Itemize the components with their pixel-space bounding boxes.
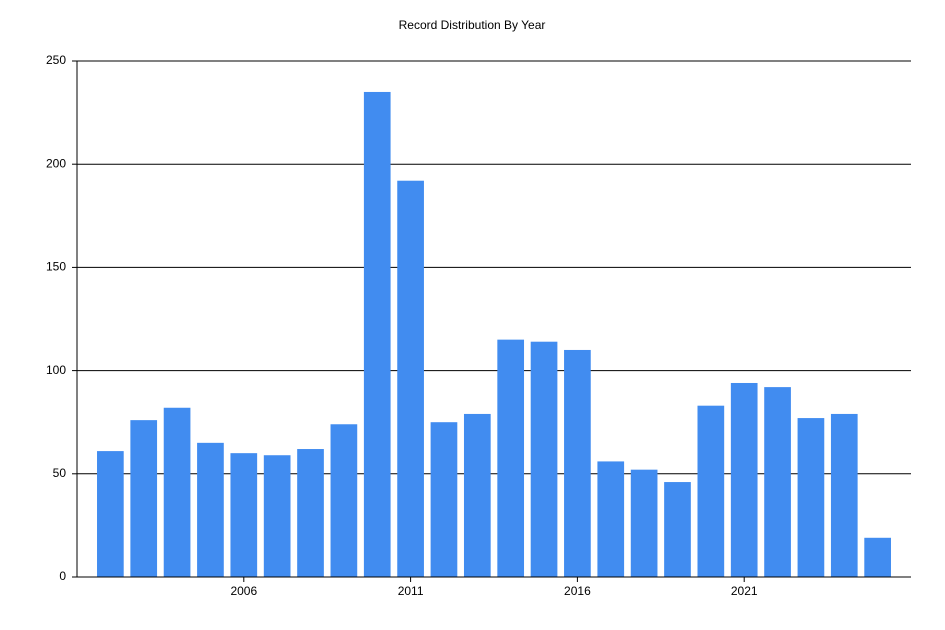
bar bbox=[664, 482, 691, 577]
bar bbox=[130, 420, 158, 577]
bar bbox=[430, 422, 458, 577]
bar bbox=[230, 453, 258, 577]
bar bbox=[597, 461, 625, 577]
bar bbox=[263, 455, 291, 577]
bar bbox=[330, 424, 358, 577]
y-tick-label: 100 bbox=[46, 363, 66, 377]
x-tick-label: 2011 bbox=[398, 584, 424, 598]
bar bbox=[564, 349, 591, 577]
bar bbox=[530, 341, 558, 577]
bar bbox=[497, 339, 525, 577]
bar bbox=[764, 387, 791, 577]
x-tick-label: 2021 bbox=[731, 584, 758, 598]
bar bbox=[197, 442, 224, 577]
bar bbox=[864, 537, 891, 577]
chart-title: Record Distribution By Year bbox=[399, 18, 546, 32]
x-tick-label: 2016 bbox=[564, 584, 591, 598]
y-tick-label: 150 bbox=[46, 260, 66, 274]
bar bbox=[163, 407, 191, 577]
bar bbox=[630, 469, 658, 577]
bar bbox=[830, 413, 858, 577]
x-tick-label: 2006 bbox=[230, 584, 257, 598]
bar bbox=[363, 91, 391, 578]
bar bbox=[297, 449, 324, 577]
y-tick-label: 200 bbox=[46, 156, 66, 170]
y-tick-label: 50 bbox=[53, 466, 67, 480]
bar bbox=[463, 413, 491, 577]
bar bbox=[697, 405, 725, 577]
y-tick-label: 0 bbox=[59, 569, 66, 583]
bar bbox=[797, 418, 825, 577]
bar bbox=[397, 180, 424, 577]
y-tick-label: 250 bbox=[46, 53, 66, 67]
bar bbox=[730, 382, 758, 577]
bar bbox=[97, 451, 124, 577]
